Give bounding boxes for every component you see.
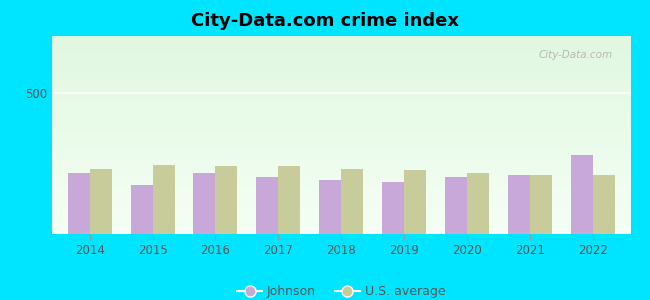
Bar xyxy=(508,175,530,234)
Bar xyxy=(445,177,467,234)
Bar xyxy=(194,173,216,234)
Bar xyxy=(319,180,341,234)
Bar xyxy=(216,166,237,234)
Bar xyxy=(571,155,593,234)
Bar xyxy=(467,173,489,234)
Bar xyxy=(530,175,552,234)
Text: City-Data.com: City-Data.com xyxy=(539,50,613,60)
Bar xyxy=(90,169,112,234)
Bar xyxy=(278,166,300,234)
Bar xyxy=(153,165,175,234)
Bar xyxy=(404,170,426,234)
Text: City-Data.com crime index: City-Data.com crime index xyxy=(191,12,459,30)
Legend: Johnson, U.S. average: Johnson, U.S. average xyxy=(232,280,450,300)
Bar xyxy=(593,175,615,234)
Bar xyxy=(382,182,404,234)
Bar xyxy=(256,177,278,234)
Bar xyxy=(68,173,90,234)
Bar xyxy=(341,169,363,234)
Bar xyxy=(131,184,153,234)
